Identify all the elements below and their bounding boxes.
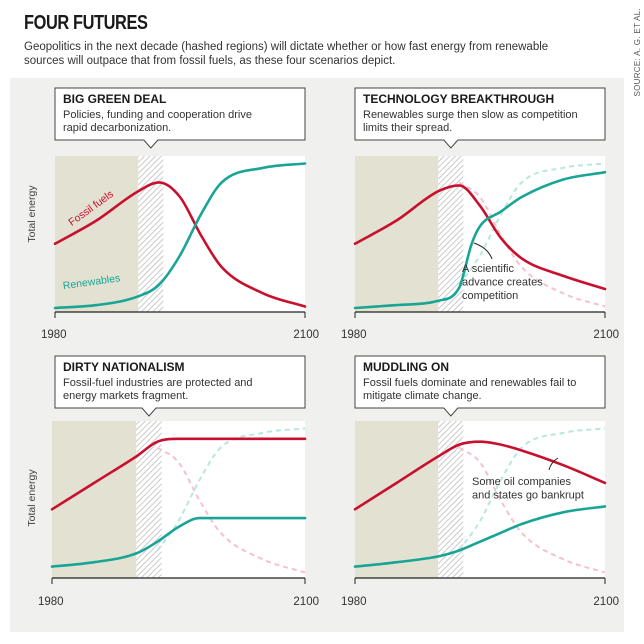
scenario-description-line: rapid decarbonization. bbox=[63, 122, 171, 134]
history-shading bbox=[52, 421, 137, 578]
annotation-line: competition bbox=[462, 290, 518, 302]
scenario-title: BIG GREEN DEAL bbox=[63, 92, 166, 106]
y-axis-label: Total energy bbox=[26, 185, 38, 243]
scenario-description: Policies, funding and cooperation drive r… bbox=[63, 109, 252, 134]
scenario-title: TECHNOLOGY BREAKTHROUGH bbox=[363, 92, 554, 106]
ghost-series-renewables bbox=[458, 162, 606, 286]
annotation-line: Some oil companies bbox=[472, 476, 572, 488]
annotation-arrow bbox=[548, 457, 559, 471]
hashed-region bbox=[138, 156, 164, 312]
series-fossil-fuels-line bbox=[353, 184, 607, 291]
ghost-series-renewables bbox=[156, 427, 306, 552]
x-tick-label-end: 2100 bbox=[593, 329, 619, 341]
series-renewables-line bbox=[353, 505, 607, 568]
scenario-box bbox=[354, 355, 606, 417]
scenario-box bbox=[54, 355, 306, 417]
x-tick-label-end: 2100 bbox=[293, 329, 319, 341]
x-tick-label-end: 2100 bbox=[593, 596, 619, 608]
scenario-description: Renewables surge then slow as competitio… bbox=[363, 109, 578, 134]
scenario-description-line: Fossil-fuel industries are protected and bbox=[63, 377, 253, 389]
history-shading bbox=[355, 156, 439, 312]
chart-panel-muddling-on: 1980 2100 Some oil companies and states go … bbox=[341, 355, 619, 608]
series-renewables-line bbox=[353, 170, 607, 310]
series-renewables-line bbox=[53, 162, 307, 310]
page-title: FOUR FUTURES bbox=[24, 12, 148, 34]
scenario-description-line: limits their spread. bbox=[363, 122, 452, 134]
chart-panel-dirty-nationalism: 1980 2100 Total energy DIRTY NATIONALISM Fos… bbox=[26, 355, 319, 608]
scenario-box bbox=[354, 87, 606, 149]
series-renewables-line bbox=[50, 516, 307, 568]
y-axis-label: Total energy bbox=[26, 469, 38, 527]
scenario-description-line: Renewables surge then slow as competitio… bbox=[363, 109, 578, 121]
scenario-description-line: Policies, funding and cooperation drive bbox=[63, 109, 252, 121]
annotation-arrow bbox=[473, 242, 493, 260]
annotation-text: A scientific advance creates competition bbox=[462, 263, 543, 302]
history-shading bbox=[55, 156, 139, 312]
scenario-description-line: mitigate climate change. bbox=[363, 390, 482, 402]
scenario-title: DIRTY NATIONALISM bbox=[63, 360, 185, 374]
scenario-description: Fossil fuels dominate and renewables fai… bbox=[363, 377, 576, 402]
x-tick-label-start: 1980 bbox=[41, 329, 67, 341]
scenario-title: MUDDLING ON bbox=[363, 360, 449, 374]
series-fossil-fuels-line bbox=[50, 437, 307, 511]
x-tick-label-start: 1980 bbox=[38, 596, 64, 608]
scenario-description: Fossil-fuel industries are protected and… bbox=[63, 377, 253, 402]
hashed-region bbox=[136, 421, 162, 578]
annotation-text: Some oil companies and states go bankrupt bbox=[472, 476, 584, 502]
annotation-line: A scientific bbox=[462, 263, 514, 275]
annotation-line: advance creates bbox=[462, 277, 543, 289]
scenario-description-line: energy markets fragment. bbox=[63, 390, 188, 402]
page-subtitle: Geopolitics in the next decade (hashed r… bbox=[24, 41, 549, 67]
annotation-line: and states go bankrupt bbox=[472, 490, 584, 502]
scenario-box bbox=[54, 87, 306, 149]
chart-panel-technology-breakthrough: 1980 2100 A scientific advance creates compe… bbox=[341, 87, 619, 341]
history-shading bbox=[355, 421, 439, 578]
ghost-series-renewables bbox=[458, 427, 606, 552]
scenario-description-line: Fossil fuels dominate and renewables fai… bbox=[363, 377, 576, 389]
series-fossil-fuels-line bbox=[53, 181, 307, 308]
series-fossil-fuels-line bbox=[353, 440, 607, 511]
x-tick-label-start: 1980 bbox=[341, 596, 367, 608]
x-tick-label-end: 2100 bbox=[293, 596, 319, 608]
x-tick-label-start: 1980 bbox=[341, 329, 367, 341]
